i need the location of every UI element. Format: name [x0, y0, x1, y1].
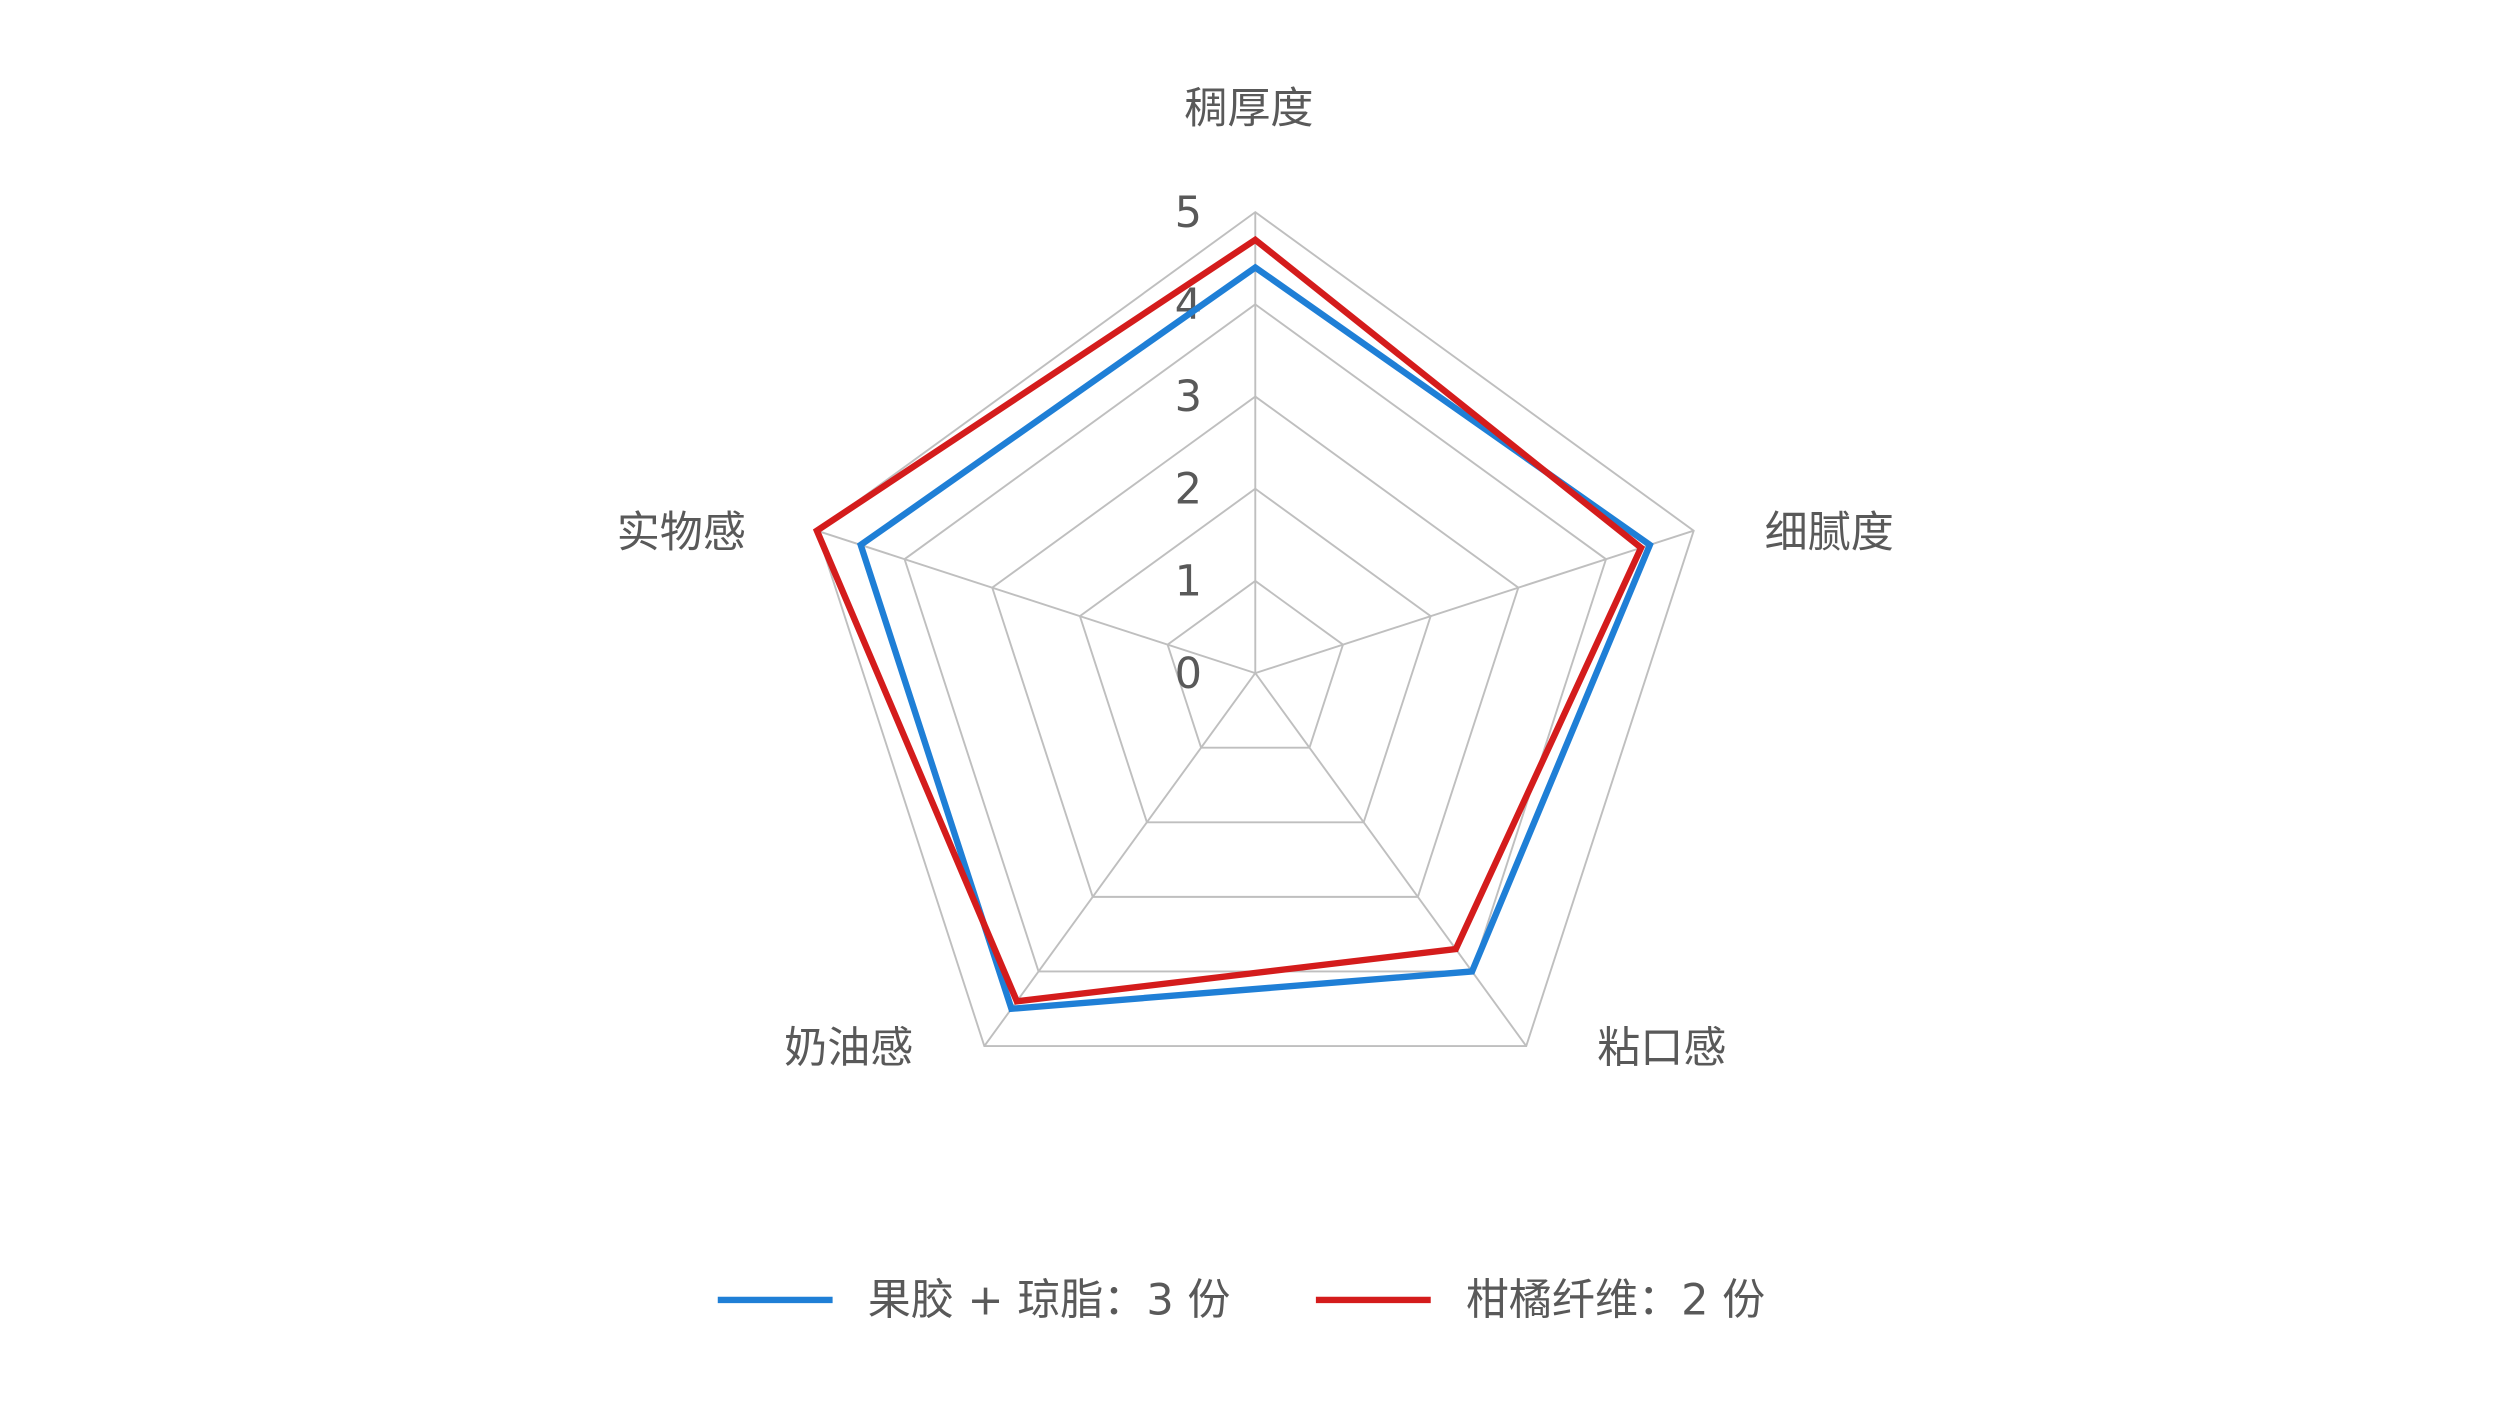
r-tick-label: 2 — [1175, 464, 1202, 514]
r-tick-label: 5 — [1175, 188, 1202, 238]
spoke — [816, 529, 1256, 675]
legend-label: 柑橘纤维：2 份 — [1466, 1276, 1765, 1326]
spoke — [983, 672, 1257, 1047]
r-tick-label: 0 — [1175, 649, 1202, 699]
spoke — [1254, 672, 1528, 1047]
category-label: 粘口感 — [1597, 1023, 1726, 1073]
grid-ring — [1166, 579, 1345, 749]
series-line — [812, 235, 1646, 1005]
category-label: 实物感 — [617, 508, 746, 558]
category-label: 奶油感 — [784, 1023, 913, 1073]
legend-label: 果胶 + 琼脂：3 份 — [868, 1276, 1231, 1326]
category-label: 稠厚度 — [1184, 84, 1313, 134]
grid-ring — [815, 210, 1695, 1048]
grid-ring — [991, 395, 1520, 898]
r-tick-label: 3 — [1175, 372, 1202, 422]
spoke — [1254, 529, 1694, 675]
category-label: 细腻度 — [1765, 508, 1894, 558]
grid-ring — [1078, 487, 1432, 824]
r-tick-label: 1 — [1175, 557, 1202, 607]
